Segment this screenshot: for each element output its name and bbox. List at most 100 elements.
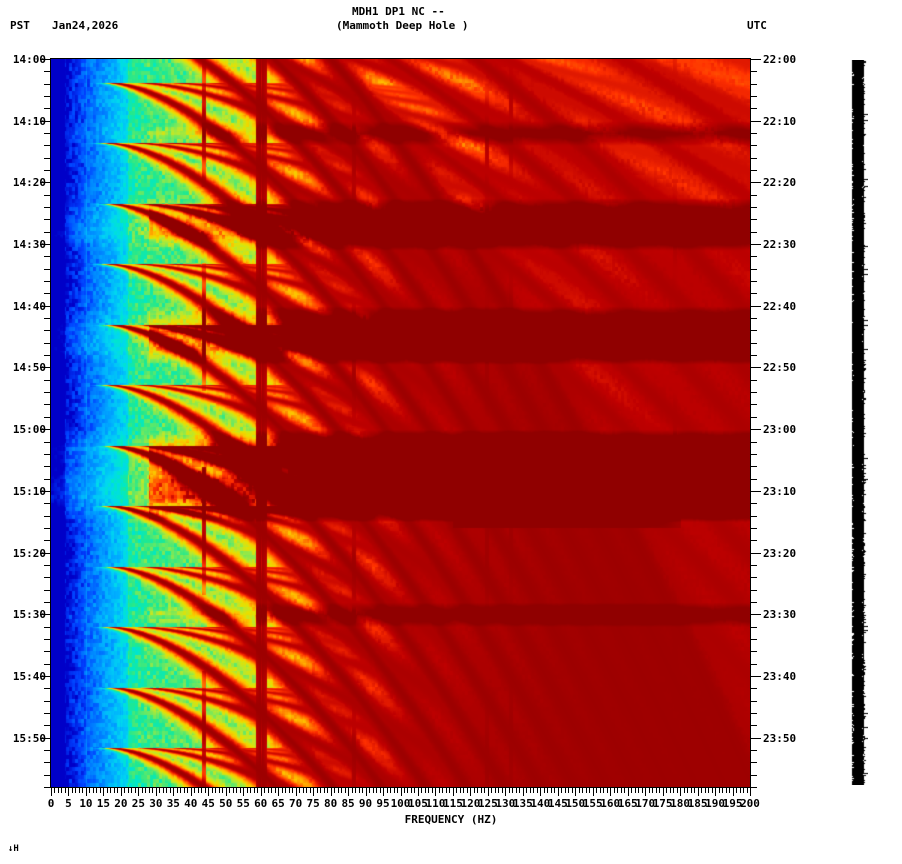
x-tick-label: 95 [376,797,390,810]
y-tick-right [751,479,757,480]
x-tick [264,788,265,793]
x-tick-label: 200 [740,797,760,810]
x-tick [82,788,83,793]
x-tick [449,788,450,793]
y-tick-right [751,651,757,652]
x-tick [166,788,167,793]
y-tick-label-utc: 23:10 [763,484,797,498]
x-tick [352,788,353,793]
x-tick [558,788,559,796]
timezone-label-left: PST [10,19,30,32]
x-tick [219,788,220,793]
y-tick-right [751,454,757,455]
y-tick-left [44,503,50,504]
x-tick [729,788,730,793]
x-tick-label: 65 [271,797,285,810]
x-tick-label: 90 [358,797,373,810]
x-tick [568,788,569,793]
y-tick-right [751,293,757,294]
x-tick [477,788,478,793]
y-tick-left [44,602,50,603]
x-tick-label: 130 [495,797,516,810]
y-tick-left [44,466,50,467]
x-tick [268,788,269,793]
y-tick-left [44,256,50,257]
x-tick-label: 175 [652,797,673,810]
y-tick-right [751,565,757,566]
x-tick [726,788,727,793]
x-tick [617,788,618,793]
y-tick-right [751,392,757,393]
x-tick [680,788,681,796]
y-tick-left [40,182,50,183]
x-tick [376,788,377,793]
x-tick [666,788,667,793]
x-tick [149,788,150,793]
y-tick-right [751,713,757,714]
x-tick [530,788,531,793]
y-tick-right [751,232,757,233]
y-tick-left [44,750,50,751]
date-label: Jan24,2026 [52,19,119,32]
x-tick [96,788,97,793]
x-tick-label: 125 [477,797,498,810]
x-tick [229,788,230,793]
y-tick-label-pst: 15:20 [12,546,46,560]
y-tick-left [40,553,50,554]
y-tick-label-pst: 14:20 [12,176,46,190]
y-tick-right [751,701,757,702]
y-tick-right [751,466,757,467]
spectrogram-canvas [51,59,750,787]
y-tick-left [44,170,50,171]
x-tick-label: 140 [530,797,551,810]
x-tick [736,788,737,793]
y-tick-left [40,738,50,739]
x-tick-label: 20 [114,797,128,810]
y-tick-right [751,330,757,331]
y-tick-label-pst: 15:50 [12,731,46,745]
y-tick-left [44,355,50,356]
x-tick [533,788,534,793]
x-tick [58,788,59,793]
y-tick-left [44,195,50,196]
x-tick [512,788,513,793]
x-tick [369,788,370,793]
x-tick [481,788,482,793]
x-tick [659,788,660,793]
x-tick [750,788,751,796]
x-tick [114,788,115,793]
y-tick-label-utc: 22:00 [763,53,797,66]
y-tick-right [751,503,757,504]
y-tick-right [751,256,757,257]
station-title: MDH1 DP1 NC -- [352,5,445,18]
x-tick [373,788,374,793]
x-tick [72,788,73,793]
x-tick [275,788,276,793]
x-tick [645,788,646,796]
corner-mark: ↓H [8,844,19,854]
y-tick-right [751,577,757,578]
y-tick-right [751,158,757,159]
x-tick [380,788,381,793]
x-tick [355,788,356,793]
x-tick [75,788,76,793]
y-tick-left [44,269,50,270]
x-tick [303,788,304,793]
x-tick [565,788,566,793]
y-tick-left [44,775,50,776]
x-tick [184,788,185,793]
x-tick [642,788,643,793]
x-tick [663,788,664,796]
y-tick-right [751,404,757,405]
x-tick [705,788,706,793]
x-tick [191,788,192,796]
x-tick [715,788,716,796]
x-tick [414,788,415,793]
x-tick [89,788,90,793]
x-tick-label: 35 [166,797,180,810]
y-tick-left [44,577,50,578]
x-tick [170,788,171,793]
x-tick [411,788,412,793]
x-tick [418,788,419,796]
y-tick-right [751,71,757,72]
